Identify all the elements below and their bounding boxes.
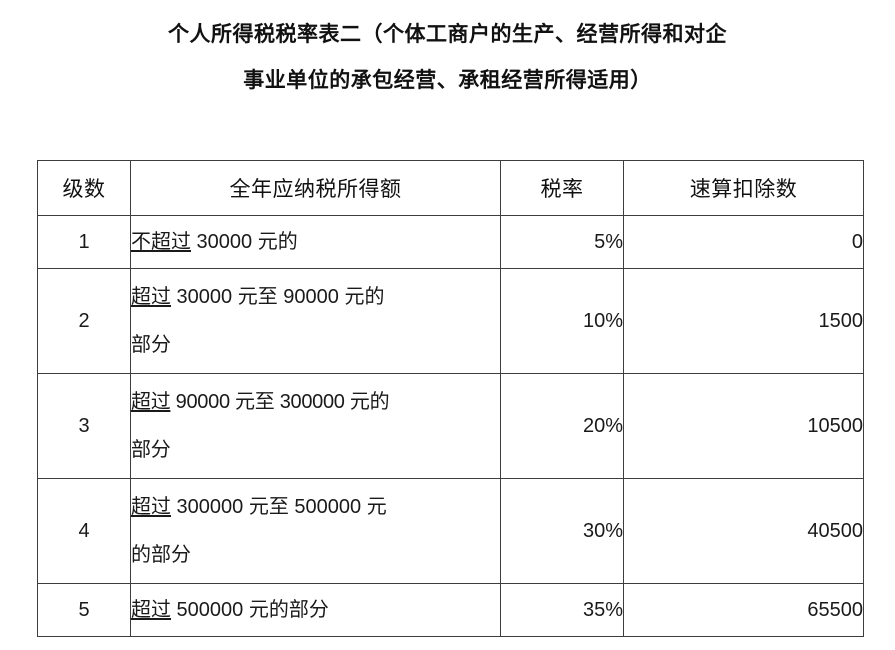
- cell-rate: 35%: [500, 583, 624, 637]
- cell-amount: 超过 90000 元至 300000 元的 部分: [130, 373, 501, 479]
- spellcheck-underline: 超过: [131, 599, 171, 621]
- amount-line: 的部分: [131, 544, 191, 566]
- cell-level: 2: [37, 268, 131, 374]
- column-header-rate: 税率: [500, 160, 624, 216]
- cell-deduction: 40500: [623, 478, 864, 584]
- tax-rate-table: 级数 全年应纳税所得额 税率 速算扣除数 1 不超过 30000 元的 5% 0 2 超过…: [37, 160, 864, 637]
- cell-deduction: 65500: [623, 583, 864, 637]
- column-header-deduction: 速算扣除数: [623, 160, 864, 216]
- table-row: 1 不超过 30000 元的 5% 0: [37, 215, 864, 269]
- cell-deduction: 1500: [623, 268, 864, 374]
- cell-rate: 20%: [500, 373, 624, 479]
- cell-level: 5: [37, 583, 131, 637]
- cell-deduction: 0: [623, 215, 864, 269]
- amount-line: 超过 30000 元至 90000 元的: [131, 286, 385, 308]
- cell-level: 1: [37, 215, 131, 269]
- cell-rate: 30%: [500, 478, 624, 584]
- amount-line: 部分: [131, 334, 171, 356]
- amount-line: 不超过 30000 元的: [131, 231, 298, 253]
- spellcheck-underline: 不超过: [131, 231, 191, 253]
- spellcheck-underline: 超过: [131, 496, 171, 518]
- table-row: 4 超过 300000 元至 500000 元的部分 30% 40500: [37, 478, 864, 584]
- spellcheck-underline: 超过: [131, 286, 171, 308]
- title-line-1: 个人所得税税率表二（个体工商户的生产、经营所得和对企: [168, 23, 727, 46]
- table-row: 5 超过 500000 元的部分 35% 65500: [37, 583, 864, 637]
- cell-amount: 超过 30000 元至 90000 元的 部分: [130, 268, 501, 374]
- cell-rate: 10%: [500, 268, 624, 374]
- page-title: 个人所得税税率表二（个体工商户的生产、经营所得和对企 事业单位的承包经营、承租经…: [0, 12, 895, 104]
- table-row: 3 超过 90000 元至 300000 元的 部分 20% 10500: [37, 373, 864, 479]
- cell-amount: 超过 300000 元至 500000 元的部分: [130, 478, 501, 584]
- column-header-level: 级数: [37, 160, 131, 216]
- column-header-amount: 全年应纳税所得额: [130, 160, 501, 216]
- cell-level: 4: [37, 478, 131, 584]
- cell-amount: 不超过 30000 元的: [130, 215, 501, 269]
- cell-level: 3: [37, 373, 131, 479]
- table-row: 2 超过 30000 元至 90000 元的 部分 10% 1500: [37, 268, 864, 374]
- table-header: 级数 全年应纳税所得额 税率 速算扣除数: [37, 160, 864, 216]
- tax-rate-table-container: 级数 全年应纳税所得额 税率 速算扣除数 1 不超过 30000 元的 5% 0 2 超过…: [37, 160, 864, 637]
- cell-deduction: 10500: [623, 373, 864, 479]
- amount-line: 超过 500000 元的部分: [131, 599, 329, 621]
- amount-line: 部分: [131, 439, 171, 461]
- spellcheck-underline: 超过: [131, 391, 171, 413]
- amount-line: 超过 90000 元至 300000 元的: [131, 391, 390, 413]
- title-line-2: 事业单位的承包经营、承租经营所得适用）: [243, 69, 652, 92]
- cell-amount: 超过 500000 元的部分: [130, 583, 501, 637]
- amount-line: 超过 300000 元至 500000 元: [131, 496, 387, 518]
- table-body: 1 不超过 30000 元的 5% 0 2 超过 30000 元至 90000 元的 部分 1…: [37, 215, 864, 637]
- cell-rate: 5%: [500, 215, 624, 269]
- table-header-row: 级数 全年应纳税所得额 税率 速算扣除数: [37, 160, 864, 216]
